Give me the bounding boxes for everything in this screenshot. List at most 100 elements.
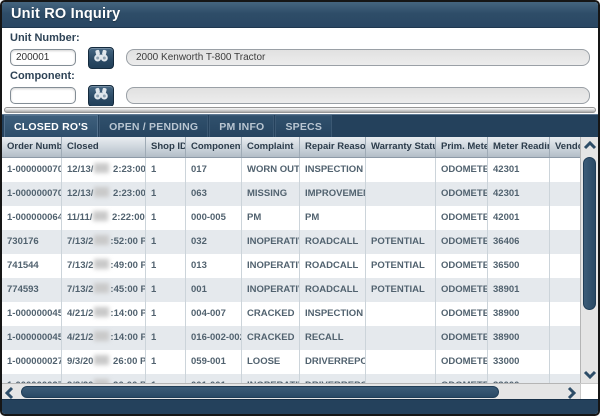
closed-date-text: 7/13/2 [67,260,94,271]
table-cell [550,350,580,374]
column-header[interactable]: Prim. Meter [436,137,488,157]
table-cell [366,182,436,206]
column-header[interactable]: Vendor [555,141,580,152]
table-cell: 1-0000000708 [2,182,62,206]
table-cell: ODOMETER [436,374,488,383]
chevron-left-icon[interactable] [4,386,15,400]
table-cell: 1 [146,326,186,350]
closed-time-text: 26:00 PM [110,380,145,383]
table-cell [550,182,580,206]
table-cell: ODOMETER [436,302,488,326]
component-label: Component: [10,70,75,82]
table-cell: 1 [146,254,186,278]
table-cell: ODOMETER [436,278,488,302]
table-cell: 1-0000000274 [2,350,62,374]
binoculars-icon [93,87,109,104]
table-row[interactable]: 1-0000000451 4/21/2:14:00 PM1016-002-002C… [2,326,580,350]
table-cell: 1-0000000274 [2,374,62,383]
scrollbar-corner [580,383,598,400]
table-cell: WORN OUT [242,158,300,182]
redacted-year [94,379,110,383]
table-cell: CRACKED [242,326,300,350]
lookup-form: Unit Number: 2000 Kenworth T- [2,28,598,106]
table-cell: 33000 [488,374,550,383]
table-cell [550,326,580,350]
table-cell: ODOMETER [436,350,488,374]
splitter-handle[interactable] [4,107,596,113]
table-cell: 11/11/ 2:22:00 PM [62,206,146,230]
table-row[interactable]: 730176 7/13/2:52:00 PM1032INOPERATIVEROAD… [2,230,580,254]
closed-time-text: :14:00 PM [110,308,145,319]
table-cell: 12/13/ 2:23:00 PM [62,158,146,182]
closed-date-text: 7/13/2 [67,284,94,295]
table-row[interactable]: 741544 7/13/2:49:00 PM1013INOPERATIVEROAD… [2,254,580,278]
table-row[interactable]: 1-000000070812/13/ 2:23:00 PM1017WORN OU… [2,158,580,182]
tab-closed-ro-s[interactable]: CLOSED RO'S [4,115,99,137]
vertical-scroll-thumb[interactable] [583,157,596,310]
binoculars-icon [93,49,109,66]
table-row[interactable]: 1-000000064211/11/ 2:22:00 PM1000-005PMP… [2,206,580,230]
column-header[interactable]: Closed [62,137,146,157]
table-cell: 42301 [488,158,550,182]
component-lookup-button[interactable] [88,84,114,106]
table-cell: ODOMETER [436,182,488,206]
column-header[interactable]: Repair Reason [300,137,366,157]
table-cell: 001 [186,278,242,302]
vertical-scrollbar[interactable] [580,137,598,383]
unit-number-input[interactable] [10,49,76,66]
column-header[interactable]: Complaint [242,137,300,157]
table-row[interactable]: 774593 7/13/2:45:00 PM1001INOPERATIVEROAD… [2,278,580,302]
table-row[interactable]: 1-00000002749/3/20 26:00 PM1059-001LOOSE… [2,350,580,374]
redacted-year [94,259,110,269]
horizontal-scrollbar[interactable] [2,383,580,400]
table-cell: 38900 [488,326,550,350]
window-bottom-edge [2,399,598,414]
table-cell: 1-0000000451 [2,302,62,326]
tab-specs[interactable]: SPECS [275,115,333,137]
table-cell: 000-005 [186,206,242,230]
table-cell [550,206,580,230]
closed-time-text: :14:00 PM [110,332,145,343]
table-row[interactable]: 1-0000000451 4/21/2:14:00 PM1004-007CRACK… [2,302,580,326]
unit-number-lookup-button[interactable] [88,46,114,69]
column-header[interactable]: Meter Reading [488,137,550,157]
table-cell: 774593 [2,278,62,302]
table-cell [366,350,436,374]
closed-time-text: 2:22:00 PM [112,212,145,223]
table-cell: 017 [186,158,242,182]
table-cell [366,302,436,326]
closed-date-text: 12/13/ [67,188,94,199]
tab-pm-info[interactable]: PM INFO [209,115,275,137]
redacted-year [94,283,110,293]
table-cell: 38900 [488,302,550,326]
table-cell: 1 [146,302,186,326]
column-header[interactable]: Warranty Status [366,137,436,157]
column-header[interactable]: Order Number [2,137,62,157]
horizontal-scroll-thumb[interactable] [21,386,499,398]
table-cell: ROADCALL [300,278,366,302]
table-row[interactable]: 1-00000002749/3/20 26:00 PM1001-001INOPE… [2,374,580,383]
column-header[interactable]: Shop ID [146,137,186,157]
table-cell: 063 [186,182,242,206]
redacted-year [94,187,110,197]
table-cell: INOPERATIVE [242,254,300,278]
closed-date-text: 11/11/ [67,212,93,223]
redacted-year [94,235,110,245]
column-header[interactable]: Component [186,137,242,157]
table-cell: 7/13/2:52:00 PM [62,230,146,254]
table-cell: ODOMETER [436,230,488,254]
table-cell: 38901 [488,278,550,302]
window-title: Unit RO Inquiry [11,6,121,22]
table-cell: 4/21/2:14:00 PM [62,326,146,350]
table-cell: ODOMETER [436,254,488,278]
chevron-up-icon[interactable] [583,140,597,151]
chevron-right-icon[interactable] [566,386,577,400]
table-cell: POTENTIAL [366,230,436,254]
tab-open-pending[interactable]: OPEN / PENDING [99,115,209,137]
table-cell: 001-001 [186,374,242,383]
closed-date-text: 9/3/20 [67,356,94,367]
component-input[interactable] [10,87,76,104]
table-row[interactable]: 1-000000070812/13/ 2:23:00 PM1063MISSING… [2,182,580,206]
table-cell: PM [300,206,366,230]
chevron-down-icon[interactable] [583,369,597,380]
